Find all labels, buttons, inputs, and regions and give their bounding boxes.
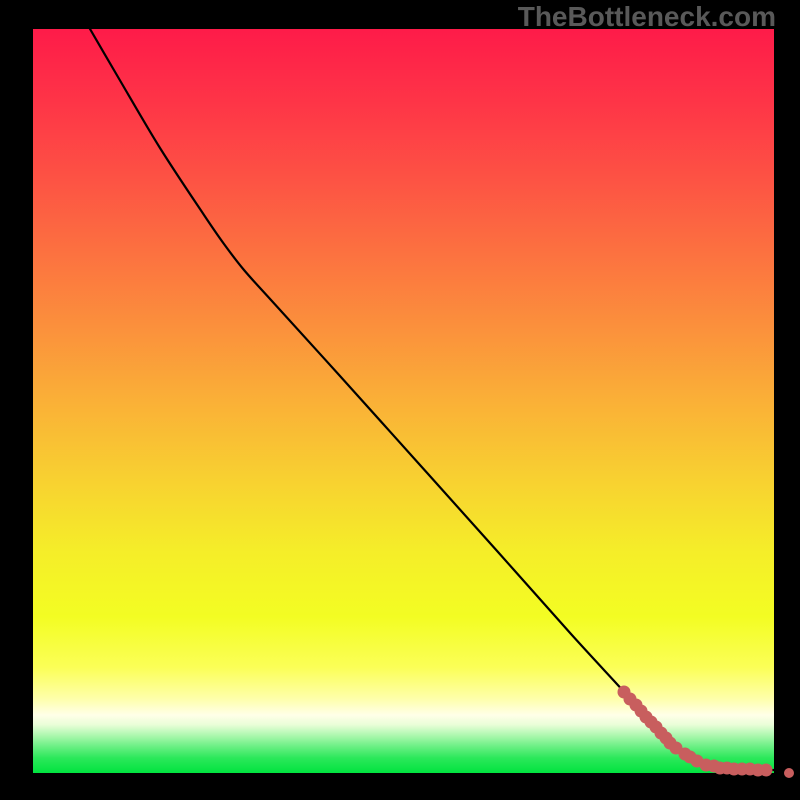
watermark-label: TheBottleneck.com xyxy=(518,1,776,33)
chart-container: TheBottleneck.com xyxy=(0,0,800,800)
scatter-point-outlier xyxy=(784,768,794,778)
plot-gradient-background xyxy=(33,29,774,773)
